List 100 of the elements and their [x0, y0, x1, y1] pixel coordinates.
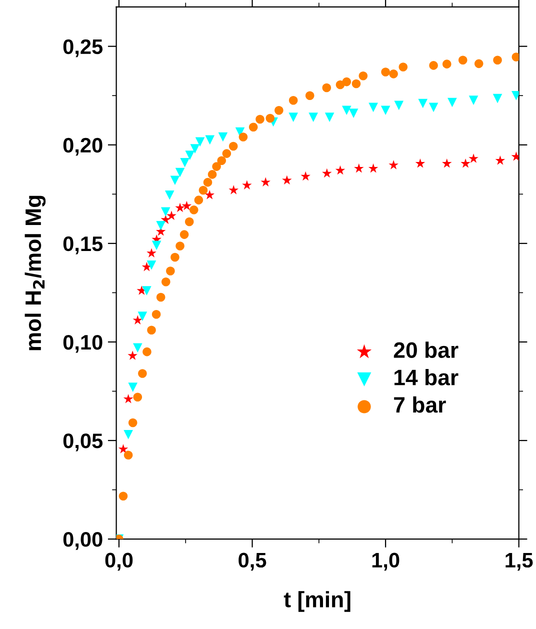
- point: [305, 91, 314, 100]
- point: [133, 392, 142, 402]
- point: [442, 60, 452, 68]
- point: [147, 326, 156, 335]
- point: [164, 190, 174, 200]
- point: [166, 266, 175, 276]
- point: [166, 210, 176, 220]
- point: [468, 96, 478, 105]
- point: [468, 154, 478, 163]
- point: [418, 98, 428, 108]
- point: [238, 132, 248, 142]
- y-tick-label: 0,05: [63, 434, 103, 452]
- point: [146, 248, 156, 258]
- legend-label: 7 bar: [394, 396, 446, 413]
- point: [342, 77, 352, 86]
- point: [429, 61, 438, 70]
- point: [205, 135, 215, 145]
- point: [282, 175, 292, 185]
- point: [460, 158, 470, 168]
- point: [170, 176, 180, 186]
- x-tick-label: 0,0: [105, 552, 133, 571]
- point: [398, 62, 408, 72]
- point: [448, 98, 457, 108]
- point: [118, 492, 128, 500]
- point: [228, 185, 239, 194]
- x-tick-label: 1,5: [506, 553, 533, 571]
- point: [203, 178, 212, 187]
- point: [189, 206, 198, 214]
- point: [458, 56, 468, 65]
- point: [300, 171, 310, 181]
- point: [266, 114, 275, 123]
- point: [228, 142, 238, 151]
- point: [217, 156, 226, 166]
- point: [274, 106, 284, 115]
- point: [152, 310, 161, 319]
- point: [368, 163, 378, 173]
- point: [175, 168, 185, 178]
- point: [124, 450, 133, 460]
- point: [428, 102, 438, 112]
- point: [288, 96, 298, 105]
- point: [132, 315, 143, 324]
- point: [124, 430, 133, 440]
- point: [175, 202, 185, 212]
- point: [170, 252, 180, 262]
- point: [322, 168, 332, 178]
- point: [118, 444, 128, 454]
- point: [194, 196, 204, 204]
- point: [198, 186, 208, 195]
- point: [492, 94, 502, 104]
- x-tick-label: 0,5: [238, 552, 266, 571]
- legend-label: 14 bar: [394, 369, 458, 386]
- point: [222, 149, 232, 158]
- point: [128, 350, 138, 360]
- point: [123, 394, 134, 404]
- point: [354, 163, 364, 173]
- point: [138, 312, 148, 322]
- point: [348, 108, 358, 118]
- point: [358, 72, 368, 80]
- y-tick-label: 0,20: [63, 138, 102, 156]
- point: [156, 221, 166, 230]
- point: [474, 59, 484, 68]
- point: [442, 158, 452, 168]
- point: [218, 132, 228, 142]
- point: [342, 106, 352, 116]
- point: [142, 286, 152, 296]
- point: [335, 165, 346, 175]
- point: [324, 112, 334, 122]
- y-tick-label: 0,15: [63, 236, 103, 254]
- point: [208, 170, 217, 179]
- point: [132, 343, 142, 353]
- y-tick-label: 0,00: [63, 532, 102, 550]
- point: [493, 56, 502, 65]
- point: [204, 190, 215, 200]
- point: [180, 158, 190, 168]
- point: [308, 112, 318, 122]
- point: [190, 144, 200, 154]
- y-tick-label: 0,10: [63, 334, 102, 353]
- point: [256, 114, 264, 124]
- point: [180, 230, 189, 239]
- point: [182, 200, 192, 210]
- point: [212, 162, 221, 171]
- x-axis-title: t [min]: [284, 591, 350, 612]
- point: [146, 260, 156, 270]
- point: [156, 292, 166, 302]
- point: [352, 79, 361, 88]
- point: [415, 158, 426, 168]
- x-tick-label: 1,0: [372, 552, 400, 571]
- point: [389, 70, 398, 78]
- point: [288, 112, 298, 122]
- point: [368, 102, 378, 112]
- point: [381, 68, 390, 76]
- point: [260, 177, 270, 186]
- point: [380, 106, 390, 116]
- point: [336, 80, 345, 90]
- y-axis-title: mol H$_{2}$/mol Mg: [24, 196, 46, 350]
- point: [128, 418, 138, 428]
- point: [184, 217, 194, 226]
- y-tick-label: 0,25: [63, 39, 103, 58]
- point: [128, 382, 138, 392]
- point: [138, 369, 147, 378]
